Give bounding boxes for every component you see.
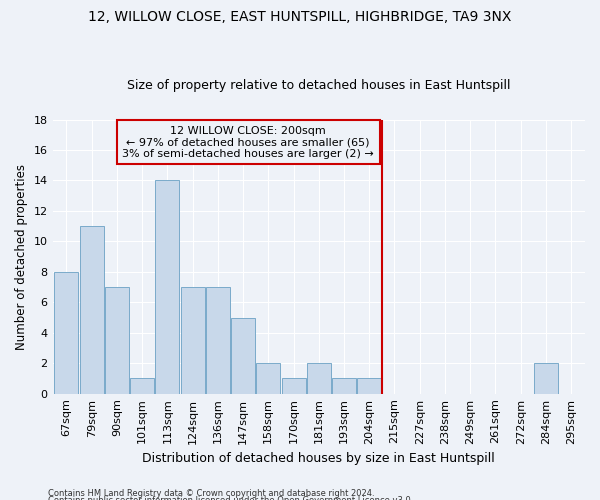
Bar [231, 318, 255, 394]
Bar [281, 378, 305, 394]
X-axis label: Distribution of detached houses by size in East Huntspill: Distribution of detached houses by size … [142, 452, 495, 465]
Bar [55, 272, 79, 394]
Bar [307, 363, 331, 394]
Bar [105, 287, 129, 394]
Text: 12, WILLOW CLOSE, EAST HUNTSPILL, HIGHBRIDGE, TA9 3NX: 12, WILLOW CLOSE, EAST HUNTSPILL, HIGHBR… [88, 10, 512, 24]
Bar [130, 378, 154, 394]
Bar [256, 363, 280, 394]
Bar [534, 363, 558, 394]
Text: 12 WILLOW CLOSE: 200sqm
← 97% of detached houses are smaller (65)
3% of semi-det: 12 WILLOW CLOSE: 200sqm ← 97% of detache… [122, 126, 374, 159]
Bar [332, 378, 356, 394]
Bar [80, 226, 104, 394]
Text: Contains public sector information licensed under the Open Government Licence v3: Contains public sector information licen… [48, 496, 413, 500]
Bar [155, 180, 179, 394]
Text: Contains HM Land Registry data © Crown copyright and database right 2024.: Contains HM Land Registry data © Crown c… [48, 488, 374, 498]
Bar [357, 378, 381, 394]
Title: Size of property relative to detached houses in East Huntspill: Size of property relative to detached ho… [127, 79, 511, 92]
Bar [181, 287, 205, 394]
Bar [206, 287, 230, 394]
Y-axis label: Number of detached properties: Number of detached properties [15, 164, 28, 350]
